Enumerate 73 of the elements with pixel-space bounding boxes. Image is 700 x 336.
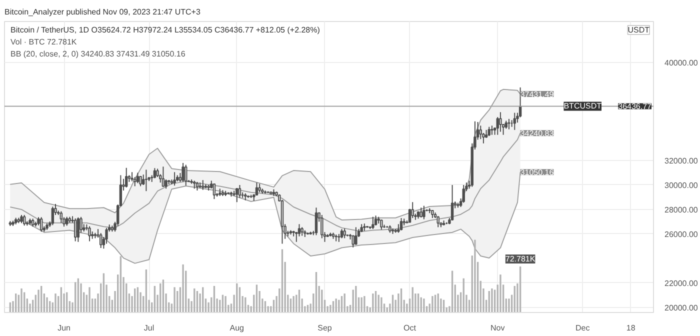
x-tick-label: Nov xyxy=(490,324,505,332)
x-tick-label: Jul xyxy=(144,324,154,332)
x-tick-label: Jun xyxy=(58,324,70,332)
candlestick xyxy=(22,214,26,226)
candlestick xyxy=(130,172,134,182)
x-tick-label: Oct xyxy=(404,324,417,332)
annotation: 36436.77 xyxy=(618,102,652,112)
candlestick xyxy=(374,215,378,226)
y-tick-label: 20000.00 xyxy=(664,303,698,312)
annotation: 34240.83 xyxy=(520,129,554,138)
candlestick xyxy=(314,207,318,236)
x-tick-label: 18 xyxy=(626,324,636,332)
candlestick xyxy=(88,226,91,242)
text: Bitcoin / TetherUS, 1D O35624.72 H37972.24 L35534.05 C36436.77 +812.05 (+2.28%) xyxy=(10,26,320,34)
y-tick-label: 40000.00 xyxy=(664,58,698,68)
candlestick xyxy=(144,169,148,192)
candlestick xyxy=(513,112,516,130)
candlestick xyxy=(74,218,77,242)
y-tick-label: 26000.00 xyxy=(664,230,698,239)
x-tick-label: Dec xyxy=(576,324,590,332)
candlestick xyxy=(479,125,482,140)
candlestick xyxy=(236,188,238,203)
candlestick xyxy=(340,228,344,239)
candlestick xyxy=(212,183,216,200)
candlestick xyxy=(80,216,82,234)
candlestick xyxy=(462,184,465,204)
candlestick xyxy=(51,206,54,226)
candlestick xyxy=(343,228,346,239)
candlestick xyxy=(202,180,204,190)
y-tick-label: 28000.00 xyxy=(664,205,698,214)
candlestick xyxy=(105,227,108,244)
candlestick xyxy=(184,164,188,186)
text: Bitcoin_Analyzer published Nov 09, 2023 21:47 UTC+3 xyxy=(4,8,201,16)
candlestick xyxy=(508,118,510,130)
candlestick xyxy=(422,205,426,220)
candlestick xyxy=(164,178,168,190)
x-tick-label: Aug xyxy=(230,324,244,332)
candlestick xyxy=(60,210,63,224)
data-label: 72.781K xyxy=(505,254,536,264)
candlestick xyxy=(400,218,403,231)
candlestick xyxy=(420,207,422,218)
annotation: Vol · BTC 72.781K xyxy=(10,38,78,46)
annotation: 37431.49 xyxy=(520,90,554,100)
candlestick xyxy=(372,216,374,230)
candlestick xyxy=(238,184,242,198)
candlestick xyxy=(411,202,414,219)
candlestick xyxy=(436,216,440,228)
candlestick xyxy=(450,184,454,221)
y-tick-label: 30000.00 xyxy=(664,180,698,190)
candlestick xyxy=(354,226,358,245)
candlestick xyxy=(40,216,43,232)
candlestick xyxy=(352,234,354,248)
candlestick xyxy=(153,168,156,179)
y-tick-label: 22000.00 xyxy=(664,278,698,288)
candlestick xyxy=(488,126,490,137)
y-axis-title: USDT xyxy=(628,26,650,34)
annotation: 31050.16 xyxy=(520,168,554,178)
candlestick xyxy=(76,216,80,242)
candlestick xyxy=(139,176,142,187)
candlestick xyxy=(499,112,502,132)
annotation: BB (20, close, 2, 0) 34240.83 37431.49 31050.16 xyxy=(10,50,186,58)
candlestick xyxy=(380,219,383,230)
candlestick xyxy=(490,125,494,136)
candlestick xyxy=(162,166,165,188)
x-tick-label: Sep xyxy=(318,324,332,332)
candlestick xyxy=(100,232,102,249)
candlestick xyxy=(125,167,128,188)
y-tick-label: 32000.00 xyxy=(664,156,698,166)
candlestick xyxy=(136,172,140,184)
candlestick xyxy=(173,172,176,186)
ref-line-label: BTCUSDT xyxy=(564,102,602,111)
candlestick xyxy=(320,214,324,239)
candlestick xyxy=(182,162,184,182)
